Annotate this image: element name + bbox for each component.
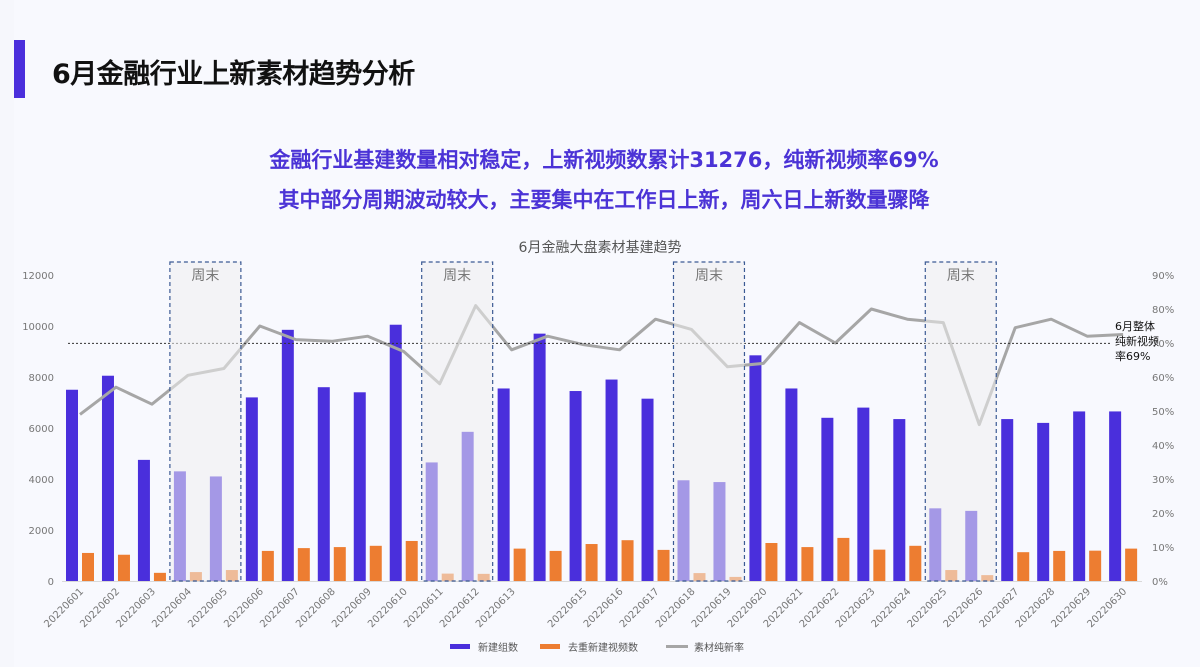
bar-new-groups bbox=[1073, 411, 1086, 581]
reference-line-label: 6月整体 bbox=[1115, 319, 1155, 333]
y-right-tick-label: 80% bbox=[1152, 305, 1174, 316]
bar-dedup-videos bbox=[585, 544, 598, 581]
bar-dedup-videos bbox=[1017, 552, 1030, 581]
bar-dedup-videos bbox=[333, 547, 346, 581]
weekend-band bbox=[672, 261, 746, 582]
legend-swatch bbox=[450, 644, 470, 649]
bar-dedup-videos bbox=[549, 550, 562, 581]
y-left-tick-label: 10000 bbox=[22, 322, 54, 333]
y-left-tick-label: 6000 bbox=[29, 424, 54, 435]
y-left-tick-label: 0 bbox=[48, 577, 54, 588]
bar-dedup-videos bbox=[261, 550, 274, 581]
bar-dedup-videos bbox=[513, 548, 526, 581]
bar-new-groups bbox=[497, 388, 510, 581]
summary-line-2: 其中部分周期波动较大，主要集中在工作日上新，周六日上新数量骤降 bbox=[278, 188, 930, 212]
bar-dedup-videos bbox=[837, 537, 850, 581]
bar-new-groups bbox=[101, 375, 114, 581]
bar-new-groups bbox=[533, 333, 546, 581]
bar-new-groups bbox=[821, 417, 834, 581]
y-right-tick-label: 50% bbox=[1152, 407, 1174, 418]
y-right-tick-label: 70% bbox=[1152, 339, 1174, 350]
bar-dedup-videos bbox=[621, 540, 634, 581]
y-right-tick-label: 0% bbox=[1152, 577, 1168, 588]
bar-new-groups bbox=[749, 355, 762, 581]
weekend-band bbox=[924, 261, 997, 582]
weekend-band-label: 周末 bbox=[947, 268, 975, 284]
page-title: 6月金融行业上新素材趋势分析 bbox=[52, 59, 415, 90]
bar-new-groups bbox=[281, 329, 294, 581]
bar-dedup-videos bbox=[153, 572, 166, 581]
y-right-tick-label: 20% bbox=[1152, 509, 1174, 520]
bar-dedup-videos bbox=[82, 552, 94, 581]
bar-new-groups bbox=[1109, 411, 1122, 581]
y-right-tick-label: 10% bbox=[1152, 543, 1174, 554]
chart-title: 6月金融大盘素材基建趋势 bbox=[519, 239, 682, 256]
bar-new-groups bbox=[1037, 422, 1050, 581]
weekend-band-label: 周末 bbox=[443, 268, 471, 284]
reference-line-label: 率69% bbox=[1115, 349, 1150, 363]
bar-dedup-videos bbox=[801, 547, 814, 581]
y-left-tick-label: 4000 bbox=[29, 475, 54, 486]
bar-new-groups bbox=[317, 387, 330, 581]
bar-dedup-videos bbox=[657, 549, 670, 581]
bar-new-groups bbox=[857, 407, 870, 581]
bar-new-groups bbox=[785, 388, 798, 581]
legend-label: 素材纯新率 bbox=[694, 641, 744, 654]
y-right-tick-label: 40% bbox=[1152, 441, 1174, 452]
legend-label: 去重新建视频数 bbox=[568, 641, 638, 654]
weekend-band bbox=[421, 261, 494, 582]
y-right-tick-label: 60% bbox=[1152, 373, 1174, 384]
bar-dedup-videos bbox=[873, 549, 886, 581]
bar-new-groups bbox=[893, 419, 906, 581]
bar-dedup-videos bbox=[117, 554, 130, 581]
bar-dedup-videos bbox=[909, 545, 922, 581]
bar-dedup-videos bbox=[297, 548, 310, 581]
legend-label: 新建组数 bbox=[478, 641, 518, 654]
weekend-band bbox=[169, 261, 242, 582]
bar-dedup-videos bbox=[765, 543, 778, 581]
bar-dedup-videos bbox=[405, 540, 418, 581]
bar-new-groups bbox=[1001, 419, 1014, 581]
bar-new-groups bbox=[389, 324, 402, 581]
y-left-tick-label: 2000 bbox=[29, 526, 54, 537]
bar-dedup-videos bbox=[369, 545, 382, 581]
bar-new-groups bbox=[137, 459, 150, 581]
bar-new-groups bbox=[569, 391, 582, 581]
legend-swatch bbox=[540, 644, 560, 649]
y-left-tick-label: 12000 bbox=[22, 271, 54, 282]
bar-dedup-videos bbox=[1125, 548, 1138, 581]
bar-dedup-videos bbox=[1053, 550, 1066, 581]
y-right-tick-label: 30% bbox=[1152, 475, 1174, 486]
bar-new-groups bbox=[641, 398, 654, 581]
weekend-band-label: 周末 bbox=[191, 268, 219, 284]
reference-line-label: 纯新视频 bbox=[1115, 334, 1159, 348]
y-left-tick-label: 8000 bbox=[29, 373, 54, 384]
bar-new-groups bbox=[245, 397, 258, 581]
bar-dedup-videos bbox=[1089, 550, 1102, 581]
weekend-band-label: 周末 bbox=[695, 268, 723, 284]
bar-new-groups bbox=[605, 379, 618, 581]
bar-new-groups bbox=[353, 392, 366, 581]
title-accent-bar bbox=[14, 40, 25, 98]
y-right-tick-label: 90% bbox=[1152, 271, 1174, 282]
summary-line-1: 金融行业基建数量相对稳定，上新视频数累计31276，纯新视频率69% bbox=[269, 148, 939, 172]
bar-new-groups bbox=[66, 389, 78, 581]
